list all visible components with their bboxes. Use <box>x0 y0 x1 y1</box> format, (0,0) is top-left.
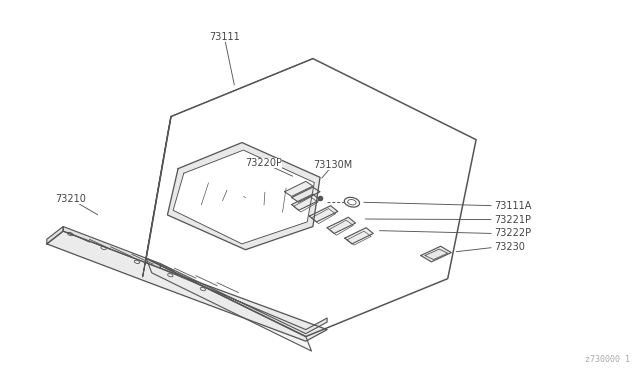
Polygon shape <box>161 264 327 334</box>
Polygon shape <box>47 227 63 244</box>
Polygon shape <box>168 142 320 250</box>
Text: 73130M: 73130M <box>313 160 353 170</box>
Polygon shape <box>345 228 373 244</box>
Polygon shape <box>327 217 355 234</box>
Polygon shape <box>146 59 476 337</box>
Polygon shape <box>63 227 161 268</box>
Polygon shape <box>173 150 314 244</box>
Text: 73111: 73111 <box>209 32 239 42</box>
Polygon shape <box>292 187 320 202</box>
Polygon shape <box>285 182 313 196</box>
Text: 73220P: 73220P <box>244 158 282 168</box>
Text: 73111A: 73111A <box>494 201 531 211</box>
Text: 73230: 73230 <box>494 243 525 252</box>
Text: 73210: 73210 <box>55 194 86 204</box>
Text: 73221P: 73221P <box>494 215 531 225</box>
Polygon shape <box>47 231 327 341</box>
Text: 73222P: 73222P <box>494 228 531 238</box>
Polygon shape <box>143 116 171 277</box>
Polygon shape <box>309 206 338 222</box>
Polygon shape <box>420 246 451 262</box>
Text: z730000 1: z730000 1 <box>585 355 630 364</box>
Polygon shape <box>146 259 312 351</box>
Polygon shape <box>292 194 320 210</box>
